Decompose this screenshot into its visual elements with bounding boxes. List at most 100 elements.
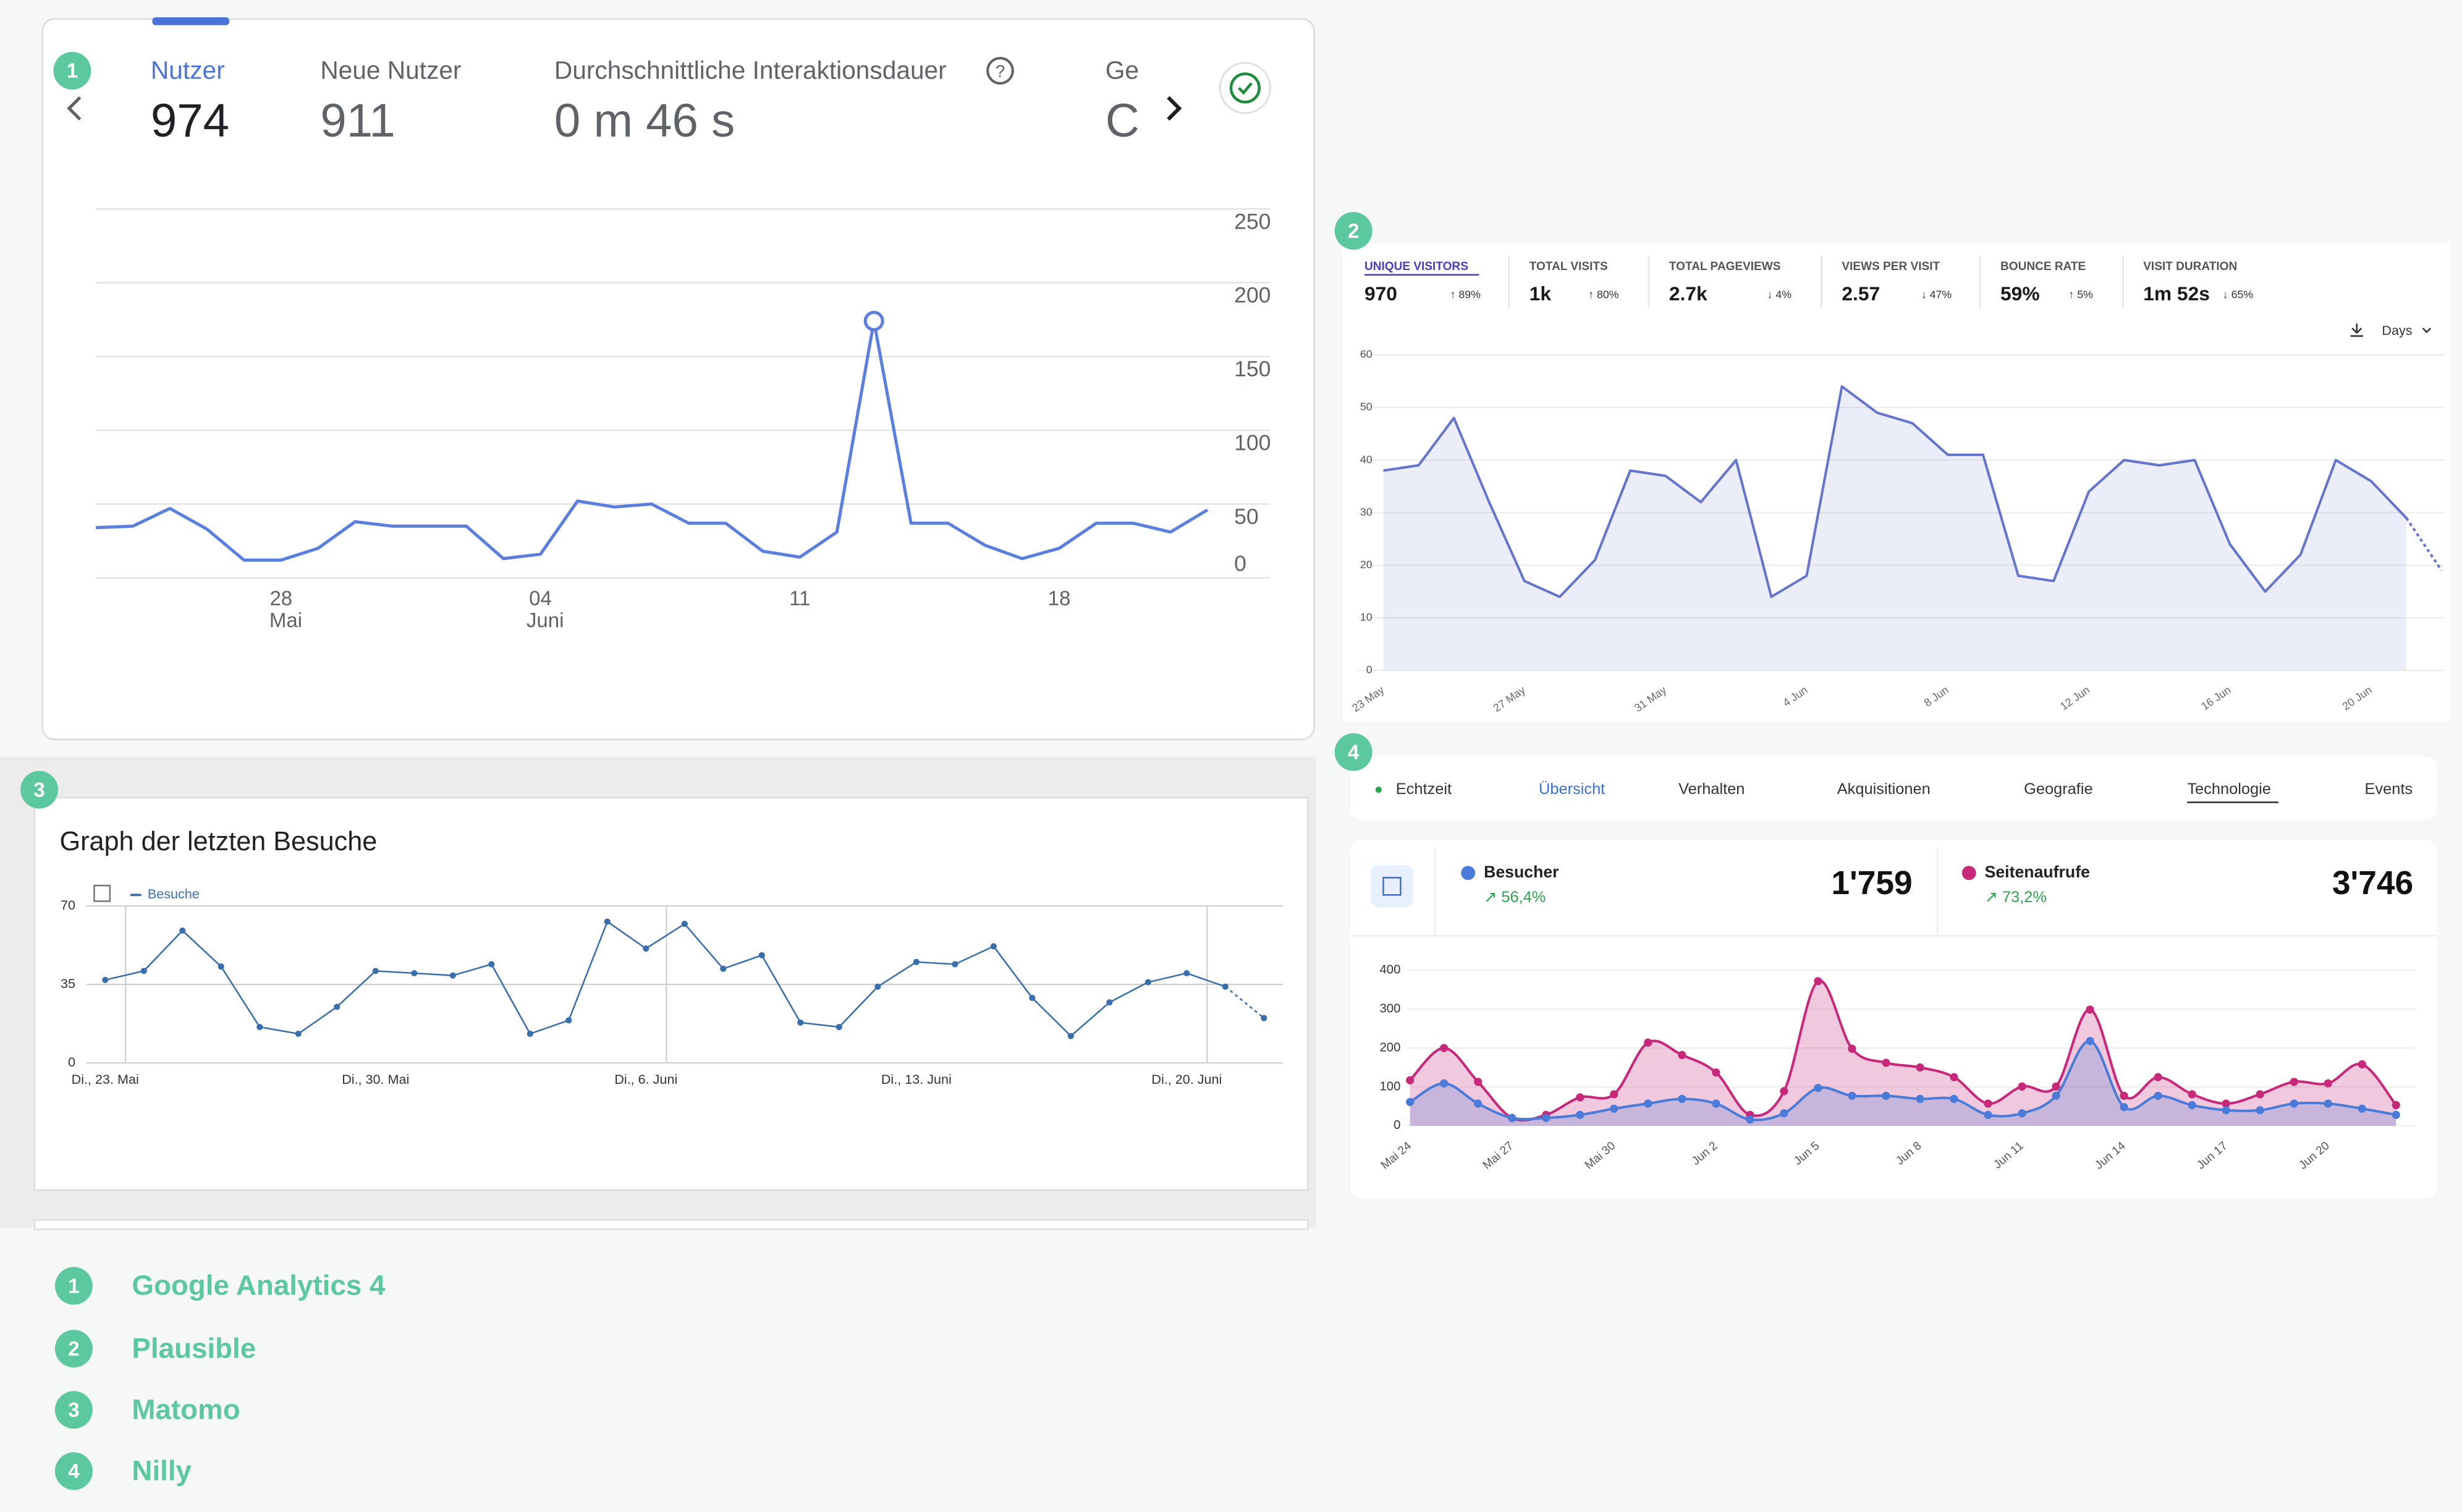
next-arrow[interactable] [1167,96,1182,121]
chevron [2422,327,2432,334]
point [1814,977,1822,986]
point [1610,1104,1618,1113]
chart-title: Graph der letzten Besuche [60,827,378,856]
point [140,968,147,974]
point [1440,1044,1449,1052]
badge [53,51,91,90]
interval-select: Days [2382,323,2412,338]
point [1882,1058,1890,1067]
badge-number: 3 [68,1398,79,1421]
metric-value: 59% [2000,282,2040,305]
point [334,1003,341,1010]
nav-tab[interactable]: Events [2364,780,2413,798]
badge-number: 4 [68,1459,80,1482]
x-tick-label: Di., 20. Juni [1151,1071,1222,1087]
point [681,921,688,927]
nav-tab[interactable]: Verhalten [1678,780,1745,798]
help-icon-glyph: ? [996,61,1005,80]
point [1746,1115,1754,1124]
point [1144,979,1151,986]
metric-label: TOTAL PAGEVIEWS [1669,260,1781,273]
point [1474,1099,1483,1108]
point [2222,1106,2230,1115]
hover-point [863,311,884,332]
nav-tab[interactable]: Technologie [2187,780,2271,798]
y-tick-label: 400 [1380,963,1401,977]
point [1984,1099,1992,1108]
y-tick-label: 300 [1380,1002,1401,1016]
x-tick-label: Di., 30. Mai [342,1071,409,1087]
y-tick-label: 200 [1234,283,1271,308]
x-tick-label: Di., 13. Juni [881,1071,952,1087]
point [2018,1082,2026,1091]
badge [54,1330,93,1368]
point [2086,1005,2094,1014]
badge-number: 1 [67,59,78,82]
y-tick-label: 0 [1366,664,1373,676]
prev-arrow[interactable] [67,96,82,120]
line [1383,385,2408,598]
point [565,1017,572,1024]
matomo-card [33,796,1309,1191]
metric-change: ↓ 65% [2223,288,2254,300]
nav-tab[interactable]: Akquisitionen [1837,780,1931,798]
point [990,943,997,950]
badge-number: 1 [68,1274,79,1297]
x-tick-label: Di., 6. Juni [614,1071,677,1087]
point [1067,1033,1074,1039]
nilly-nav [1350,756,2437,820]
chart-icon-box [1371,865,1413,908]
chart-icon [1382,877,1402,896]
badge-number: 4 [1348,740,1360,763]
nav-tab[interactable]: Geografie [2024,780,2093,798]
point [1882,1091,1890,1100]
badge [1334,212,1373,250]
metric-change: ↓ 4% [1767,288,1792,300]
legend-dot [1961,866,1976,881]
y-tick-label: 30 [1360,505,1373,518]
y-tick-label: 0 [1394,1118,1400,1132]
badge [20,771,59,809]
point [1610,1090,1618,1099]
metric-change: ↗ 73,2% [1985,889,2047,906]
line-projection [1225,986,1265,1019]
point [2154,1091,2162,1100]
y-tick-label: 50 [1360,400,1373,413]
badge [54,1267,93,1305]
tab-indicator [152,17,229,25]
download-icon [2350,323,2363,337]
point [1440,1079,1449,1088]
point [2120,1091,2128,1100]
legend-label: Besuche [148,886,200,902]
nav-tab[interactable]: Übersicht [1539,780,1605,798]
help-icon[interactable] [986,57,1014,85]
point [1183,969,1190,977]
point [1848,1044,1856,1053]
point [1950,1073,1958,1081]
point [1916,1094,1924,1104]
legend-label: Nilly [132,1455,192,1486]
point [2392,1110,2400,1119]
y-tick-label: 150 [1234,357,1271,381]
point [1814,1084,1822,1092]
point [2256,1090,2264,1099]
nav-tab[interactable]: Echtzeit [1396,780,1452,798]
point [2052,1082,2060,1091]
point [2052,1091,2060,1100]
metric-value: 1k [1529,282,1552,305]
point [256,1024,263,1031]
y-tick-label: 0 [1234,551,1246,576]
check-button[interactable] [1219,62,1271,114]
metric-label: UNIQUE VISITORS [1364,260,1468,273]
chart-icon [93,884,111,902]
point [2290,1078,2298,1086]
y-tick-label: 250 [1234,209,1271,234]
point [1406,1097,1415,1107]
ga-panel [41,18,1315,741]
point [1780,1109,1788,1118]
badge [54,1391,93,1429]
line [95,319,1209,562]
x-tick-label: 11 [789,586,810,609]
metric-label: Durchschnittliche Interaktionsdauer [554,56,947,85]
y-tick-label: 10 [1360,611,1373,623]
